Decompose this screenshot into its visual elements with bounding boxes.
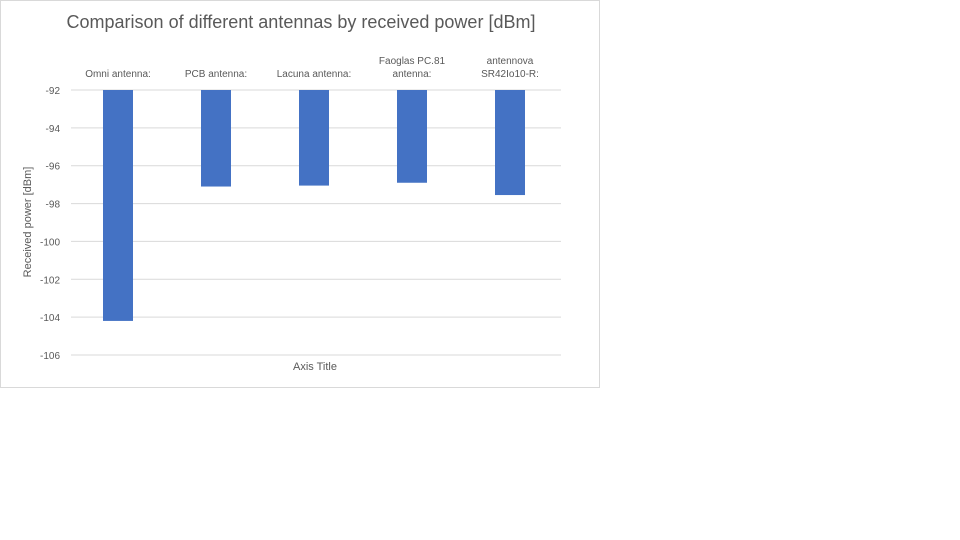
category-label: PCB antenna: <box>185 69 247 80</box>
category-label: Lacuna antenna: <box>277 69 352 80</box>
category-labels: Omni antenna: PCB antenna: Lacuna antenna:… <box>85 56 539 80</box>
y-tick-label: -104 <box>40 313 60 324</box>
chart-title: Comparison of different antennas by rece… <box>67 12 536 32</box>
category-label: SR42Io10-R: <box>481 69 539 80</box>
y-tick-label: -92 <box>46 86 61 97</box>
category-label: antenna: <box>393 69 432 80</box>
bar <box>495 90 525 196</box>
bar <box>397 90 427 183</box>
y-tick-label: -100 <box>40 237 60 248</box>
y-tick-label: -94 <box>46 124 61 135</box>
y-tick-label: -98 <box>46 200 61 211</box>
y-tick-label: -96 <box>46 162 61 173</box>
y-tick-label: -106 <box>40 351 60 362</box>
bar <box>201 90 231 187</box>
bars <box>103 90 525 321</box>
category-label: Omni antenna: <box>85 69 151 80</box>
bar <box>103 90 133 321</box>
y-tick-label: -102 <box>40 275 60 286</box>
category-label: antennova <box>487 56 534 67</box>
y-axis-title: Received power [dBm] <box>22 167 34 278</box>
bar <box>299 90 329 186</box>
bar-chart: Comparison of different antennas by rece… <box>22 12 561 373</box>
y-axis-ticks: -92 -94 -96 -98 -100 -102 -104 -106 <box>40 86 60 362</box>
chart-frame: Comparison of different antennas by rece… <box>0 0 600 388</box>
category-label: Faoglas PC.81 <box>379 56 446 67</box>
x-axis-title: Axis Title <box>293 361 337 373</box>
